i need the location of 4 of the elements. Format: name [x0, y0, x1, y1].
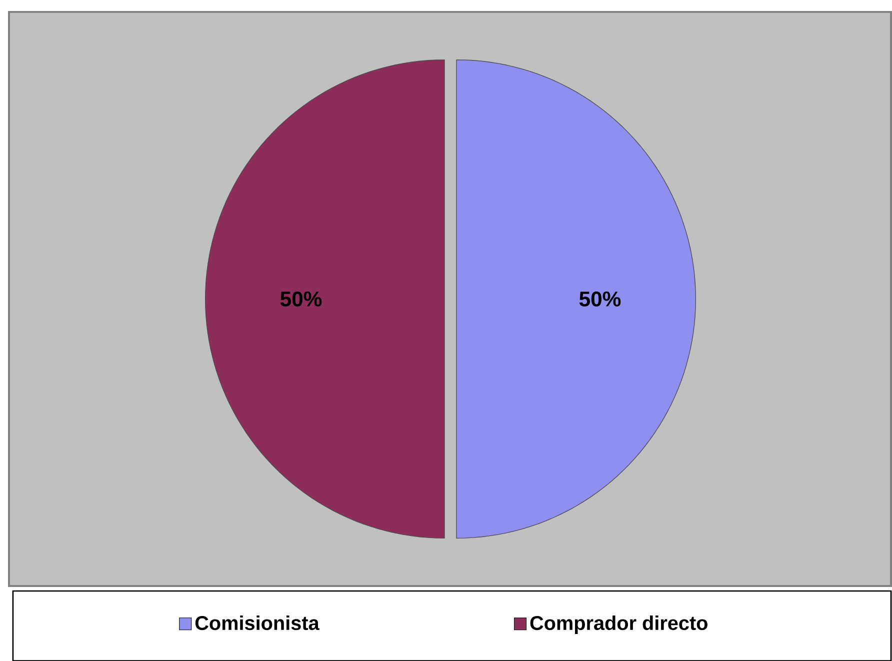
- legend-label: Comprador directo: [530, 615, 708, 634]
- legend-label: Comisionista: [195, 615, 320, 630]
- data-label: 50%: [280, 291, 322, 306]
- data-label: 50%: [579, 291, 621, 306]
